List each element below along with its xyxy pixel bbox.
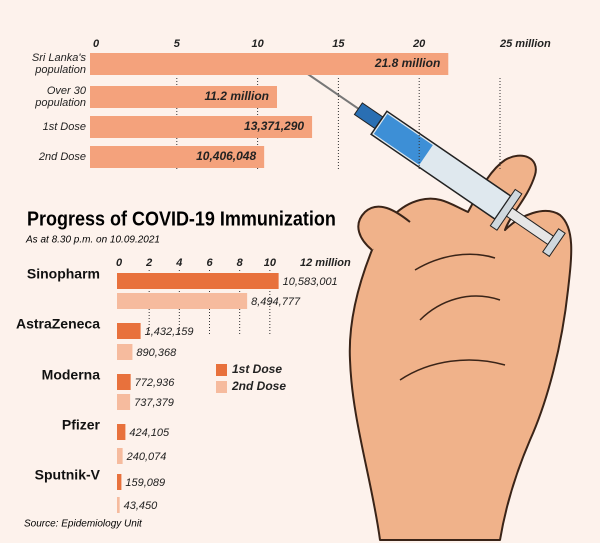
bar: [90, 53, 449, 75]
x-tick-label: 15: [332, 38, 345, 50]
hand-illustration: [348, 154, 573, 541]
bar: [117, 273, 279, 289]
category-label: Moderna: [42, 367, 101, 383]
value-label: 772,936: [135, 377, 176, 389]
bar: [90, 116, 313, 138]
bar: [90, 86, 277, 108]
x-tick-label: 8: [237, 257, 244, 269]
bar: [117, 448, 123, 464]
chart-subtitle: As at 8.30 p.m. on 10.09.2021: [25, 235, 160, 246]
chart-title: Progress of COVID-19 Immunization: [27, 208, 336, 230]
category-label: AstraZeneca: [16, 316, 100, 332]
legend-label: 2nd Dose: [231, 379, 286, 393]
legend-swatch: [216, 364, 227, 376]
value-label: 424,105: [129, 427, 170, 439]
value-label: 240,074: [126, 451, 167, 463]
bar: [117, 474, 122, 490]
x-tick-label: 0: [116, 257, 123, 269]
bar: [117, 497, 120, 513]
value-label: 21.8 million: [374, 56, 440, 70]
bar: [117, 424, 126, 440]
source: Source: Epidemiology Unit: [24, 519, 143, 530]
x-tick-label: 2: [145, 257, 152, 269]
bar: [117, 323, 141, 339]
category-label: 1st Dose: [43, 121, 86, 133]
x-tick-label: 5: [174, 38, 181, 50]
category-label: Sputnik-V: [35, 467, 101, 483]
value-label: 10,406,048: [196, 149, 256, 163]
category-label: 2nd Dose: [38, 151, 86, 163]
x-tick-label: 0: [93, 38, 100, 50]
value-label: 13,371,290: [244, 119, 304, 133]
value-label: 10,583,001: [283, 276, 338, 288]
value-label: 159,089: [125, 477, 165, 489]
value-label: 1,432,159: [145, 326, 194, 338]
value-label: 11.2 million: [205, 89, 269, 103]
bar: [90, 146, 265, 168]
value-label: 43,450: [124, 500, 159, 512]
bar: [117, 293, 248, 309]
legend-label: 1st Dose: [232, 362, 282, 376]
bar: [117, 344, 133, 360]
legend-swatch: [216, 381, 227, 393]
x-tick-label: 4: [175, 257, 182, 269]
x-tick-label: 6: [206, 257, 213, 269]
value-label: 8,494,777: [251, 296, 301, 308]
category-label: Sri Lanka's population: [32, 52, 87, 76]
x-tick-label: 12 million: [300, 257, 351, 269]
x-tick-label: 10: [251, 38, 264, 50]
x-tick-label: 25 million: [499, 38, 551, 50]
value-label: 890,368: [136, 347, 177, 359]
bar: [117, 394, 131, 410]
x-tick-label: 20: [412, 38, 426, 50]
x-tick-label: 10: [264, 257, 277, 269]
category-label: Sinopharm: [27, 266, 100, 282]
bar: [117, 374, 131, 390]
value-label: 737,379: [134, 397, 174, 409]
category-label: Over 30 population: [34, 85, 87, 109]
category-label: Pfizer: [62, 417, 101, 433]
